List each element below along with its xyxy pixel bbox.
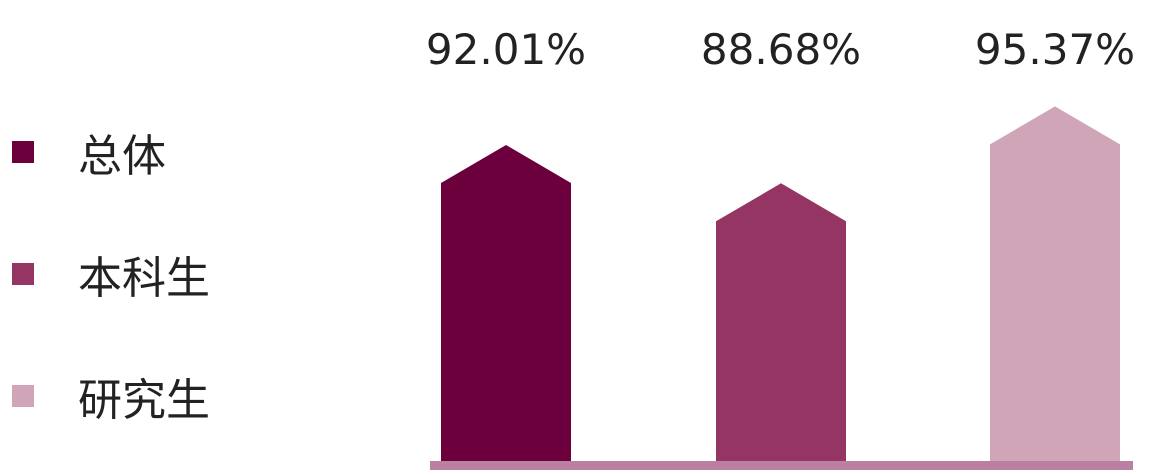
legend-swatch-graduate (12, 385, 34, 407)
x-axis-baseline (430, 461, 1133, 470)
value-label-undergraduate: 88.68% (701, 25, 861, 74)
legend-swatch-undergraduate (12, 263, 34, 285)
bars-group (441, 106, 1120, 464)
legend-item-total: 总体 (12, 122, 166, 182)
bar-undergraduate (716, 183, 846, 464)
value-label-graduate: 95.37% (975, 25, 1135, 74)
legend-label-total: 总体 (78, 131, 166, 182)
legend-label-undergraduate: 本科生 (78, 253, 210, 304)
legend-item-undergraduate: 本科生 (12, 244, 210, 304)
value-labels-group: 92.01% 88.68% 95.37% (426, 25, 1135, 74)
legend-swatch-total (12, 141, 34, 163)
value-label-total: 92.01% (426, 25, 586, 74)
bar-total (441, 145, 571, 463)
legend-item-graduate: 研究生 (12, 366, 210, 426)
bar-graduate (990, 106, 1120, 464)
legend-label-graduate: 研究生 (78, 375, 210, 426)
